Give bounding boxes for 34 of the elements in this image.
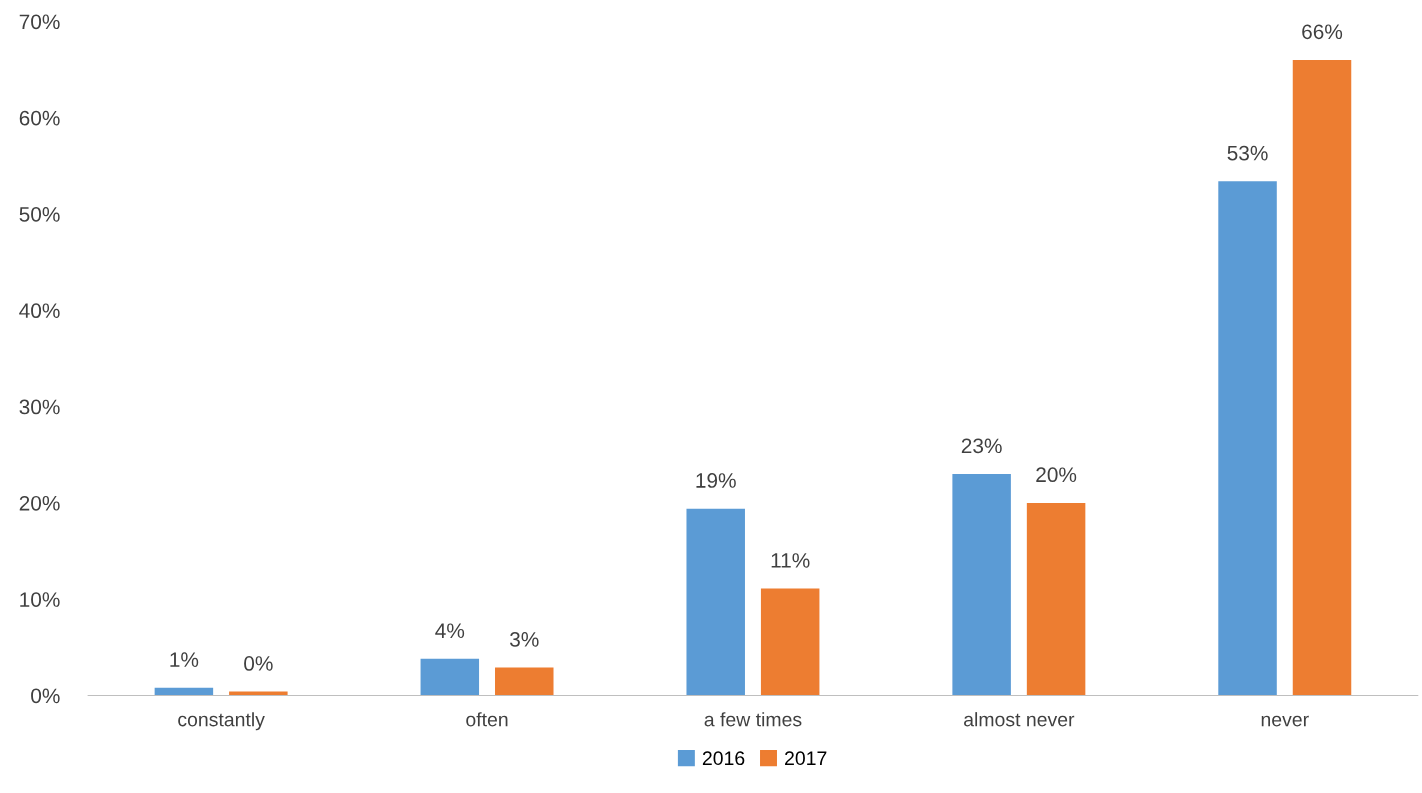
bar <box>1292 59 1352 696</box>
legend-label: 2016 <box>702 751 745 766</box>
y-tick-label: 10% <box>20 592 60 607</box>
bar <box>686 508 745 696</box>
data-label: 53% <box>1227 145 1268 161</box>
bar <box>1026 502 1086 696</box>
bar <box>420 658 480 696</box>
y-tick-label: 20% <box>19 495 60 511</box>
legend-label: 2017 <box>785 751 827 766</box>
data-label: 23% <box>961 438 1002 454</box>
x-tick-label: almost never <box>964 712 1075 727</box>
data-label: 19% <box>696 473 736 488</box>
bar <box>1218 181 1277 696</box>
data-label: 0% <box>244 656 273 671</box>
x-tick-label: constantly <box>178 712 265 731</box>
y-tick-label: 50% <box>19 207 60 222</box>
data-label: 4% <box>435 623 465 638</box>
bar <box>952 473 1011 696</box>
y-tick-label: 60% <box>19 110 60 126</box>
data-label: 3% <box>510 632 539 647</box>
y-tick-label: 0% <box>31 688 60 704</box>
x-tick-label: often <box>466 712 508 727</box>
bar <box>495 667 554 696</box>
data-label: 11% <box>771 553 810 568</box>
data-label: 66% <box>1302 24 1343 40</box>
y-tick-label: 70% <box>19 14 60 30</box>
data-label: 1% <box>170 652 199 667</box>
bar <box>154 687 214 696</box>
data-label: 20% <box>1036 467 1077 483</box>
x-tick-label: never <box>1261 715 1309 727</box>
x-tick-label: a few times <box>704 712 802 727</box>
y-tick-label: 40% <box>19 303 60 319</box>
y-tick-label: 30% <box>19 399 60 415</box>
bar <box>760 588 820 696</box>
